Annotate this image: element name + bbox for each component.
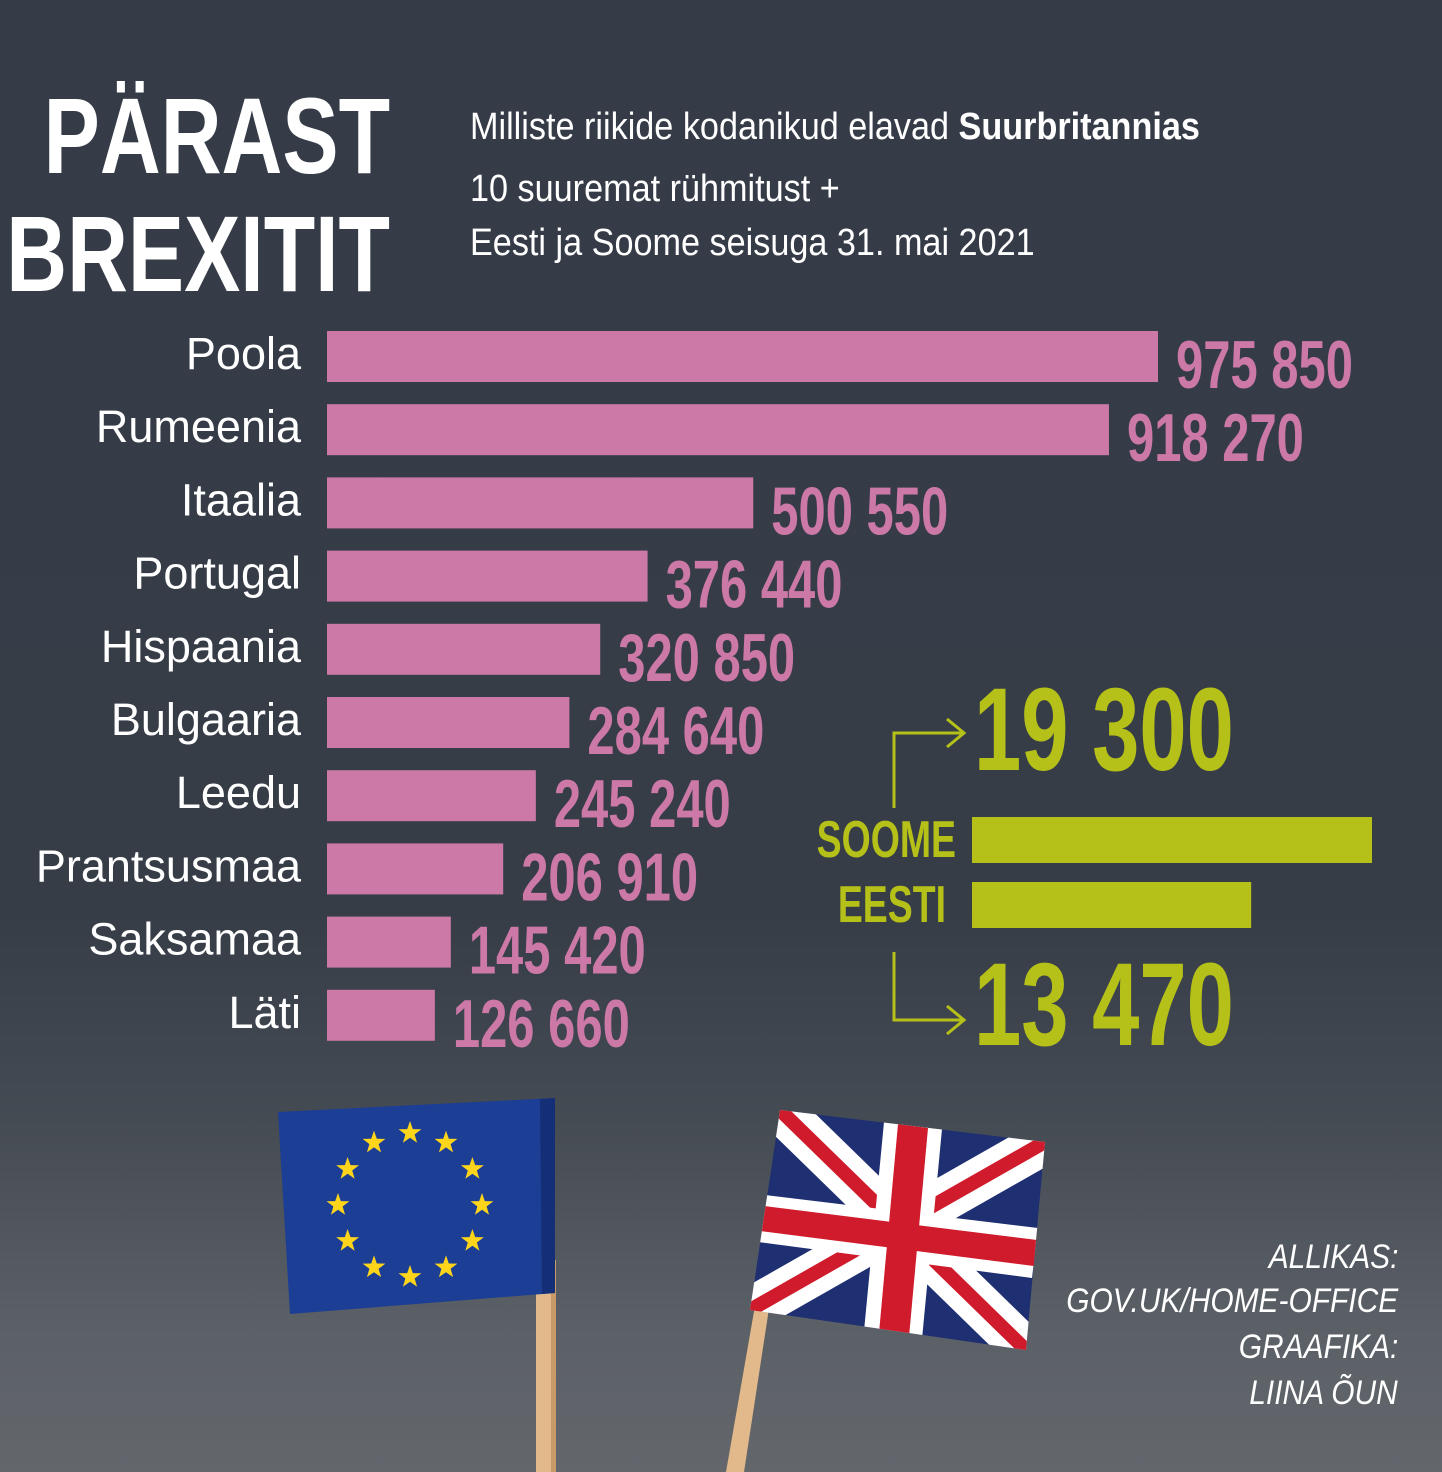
highlight-bar bbox=[972, 882, 1252, 928]
graphics-label: GRAAFIKA: bbox=[1238, 1328, 1398, 1366]
main-title-line2: BREXITIT bbox=[6, 193, 390, 314]
star-icon bbox=[398, 1265, 422, 1287]
star-icon bbox=[336, 1157, 360, 1179]
star-icon bbox=[362, 1130, 386, 1153]
bar bbox=[327, 404, 1109, 456]
category-label: Poola bbox=[186, 328, 302, 379]
category-label: Portugal bbox=[133, 548, 301, 599]
star-icon bbox=[470, 1193, 494, 1215]
value-label: 126 660 bbox=[453, 985, 630, 1062]
bar bbox=[327, 331, 1158, 382]
star-icon bbox=[434, 1255, 458, 1278]
bar bbox=[327, 623, 601, 675]
category-label: Leedu bbox=[176, 767, 301, 818]
arrow-down-line bbox=[892, 952, 964, 1022]
finland-estonia-bar-chart: SOOME EESTI 19 300 13 470 bbox=[817, 663, 1372, 1070]
source-value: GOV.UK/HOME-OFFICE bbox=[1066, 1282, 1398, 1320]
highlight-bar bbox=[972, 817, 1372, 863]
value-label: 975 850 bbox=[1176, 326, 1353, 403]
star-icon bbox=[362, 1255, 386, 1278]
category-label: Saksamaa bbox=[88, 914, 302, 965]
eu-flag-icon bbox=[278, 1098, 556, 1472]
value-label: 320 850 bbox=[618, 619, 795, 696]
highlight-category-label: SOOME bbox=[817, 810, 956, 869]
value-label: 206 910 bbox=[521, 838, 698, 915]
category-label: Läti bbox=[228, 987, 301, 1038]
star-icon bbox=[434, 1130, 458, 1153]
subtitle-line1-bold: Suurbritannias bbox=[958, 106, 1200, 148]
category-label: Hispaania bbox=[101, 621, 302, 672]
subtitle-line3: Eesti ja Soome seisuga 31. mai 2021 bbox=[470, 222, 1035, 264]
arrow-down-head bbox=[946, 1004, 967, 1036]
star-icon bbox=[336, 1229, 360, 1251]
bar bbox=[327, 770, 536, 822]
arrow-up-head bbox=[946, 717, 967, 749]
highlight-category-label: EESTI bbox=[838, 875, 946, 934]
bar bbox=[327, 697, 570, 748]
value-label: 376 440 bbox=[666, 546, 843, 623]
bar bbox=[327, 477, 754, 529]
category-label: Rumeenia bbox=[96, 401, 302, 452]
subtitle-line1-regular: Milliste riikide kodanikud elavad bbox=[470, 106, 959, 148]
star-icon bbox=[460, 1229, 484, 1251]
top-countries-bar-chart: Poola 975 850 Rumeenia 918 270 Itaalia 500 55… bbox=[36, 326, 1353, 1062]
union-jack-icon bbox=[726, 1110, 1045, 1472]
value-label: 245 240 bbox=[554, 765, 731, 842]
value-label: 145 420 bbox=[469, 912, 646, 989]
highlight-value-label: 13 470 bbox=[974, 938, 1234, 1070]
bar bbox=[327, 550, 648, 602]
value-label: 918 270 bbox=[1127, 399, 1304, 476]
star-icon bbox=[460, 1157, 484, 1179]
bar bbox=[327, 916, 451, 968]
graphics-author: LIINA ÕUN bbox=[1249, 1374, 1398, 1412]
category-label: Prantsusmaa bbox=[36, 840, 302, 891]
star-icon bbox=[398, 1121, 422, 1143]
main-title-line1: PÄRAST bbox=[43, 75, 390, 196]
value-label: 500 550 bbox=[771, 472, 948, 549]
subtitle-line1: Milliste riikide kodanikud elavad Suurbr… bbox=[470, 108, 1200, 146]
source-label: ALLIKAS: bbox=[1268, 1238, 1398, 1276]
arrow-up-line bbox=[892, 731, 964, 808]
category-label: Itaalia bbox=[181, 474, 302, 525]
highlight-value-label: 19 300 bbox=[974, 663, 1234, 795]
subtitle-line2: 10 suuremat rühmitust + bbox=[470, 168, 840, 210]
category-label: Bulgaaria bbox=[111, 694, 302, 745]
star-icon bbox=[326, 1193, 350, 1215]
bar bbox=[327, 989, 435, 1041]
value-label: 284 640 bbox=[587, 692, 764, 769]
bar bbox=[327, 843, 504, 895]
